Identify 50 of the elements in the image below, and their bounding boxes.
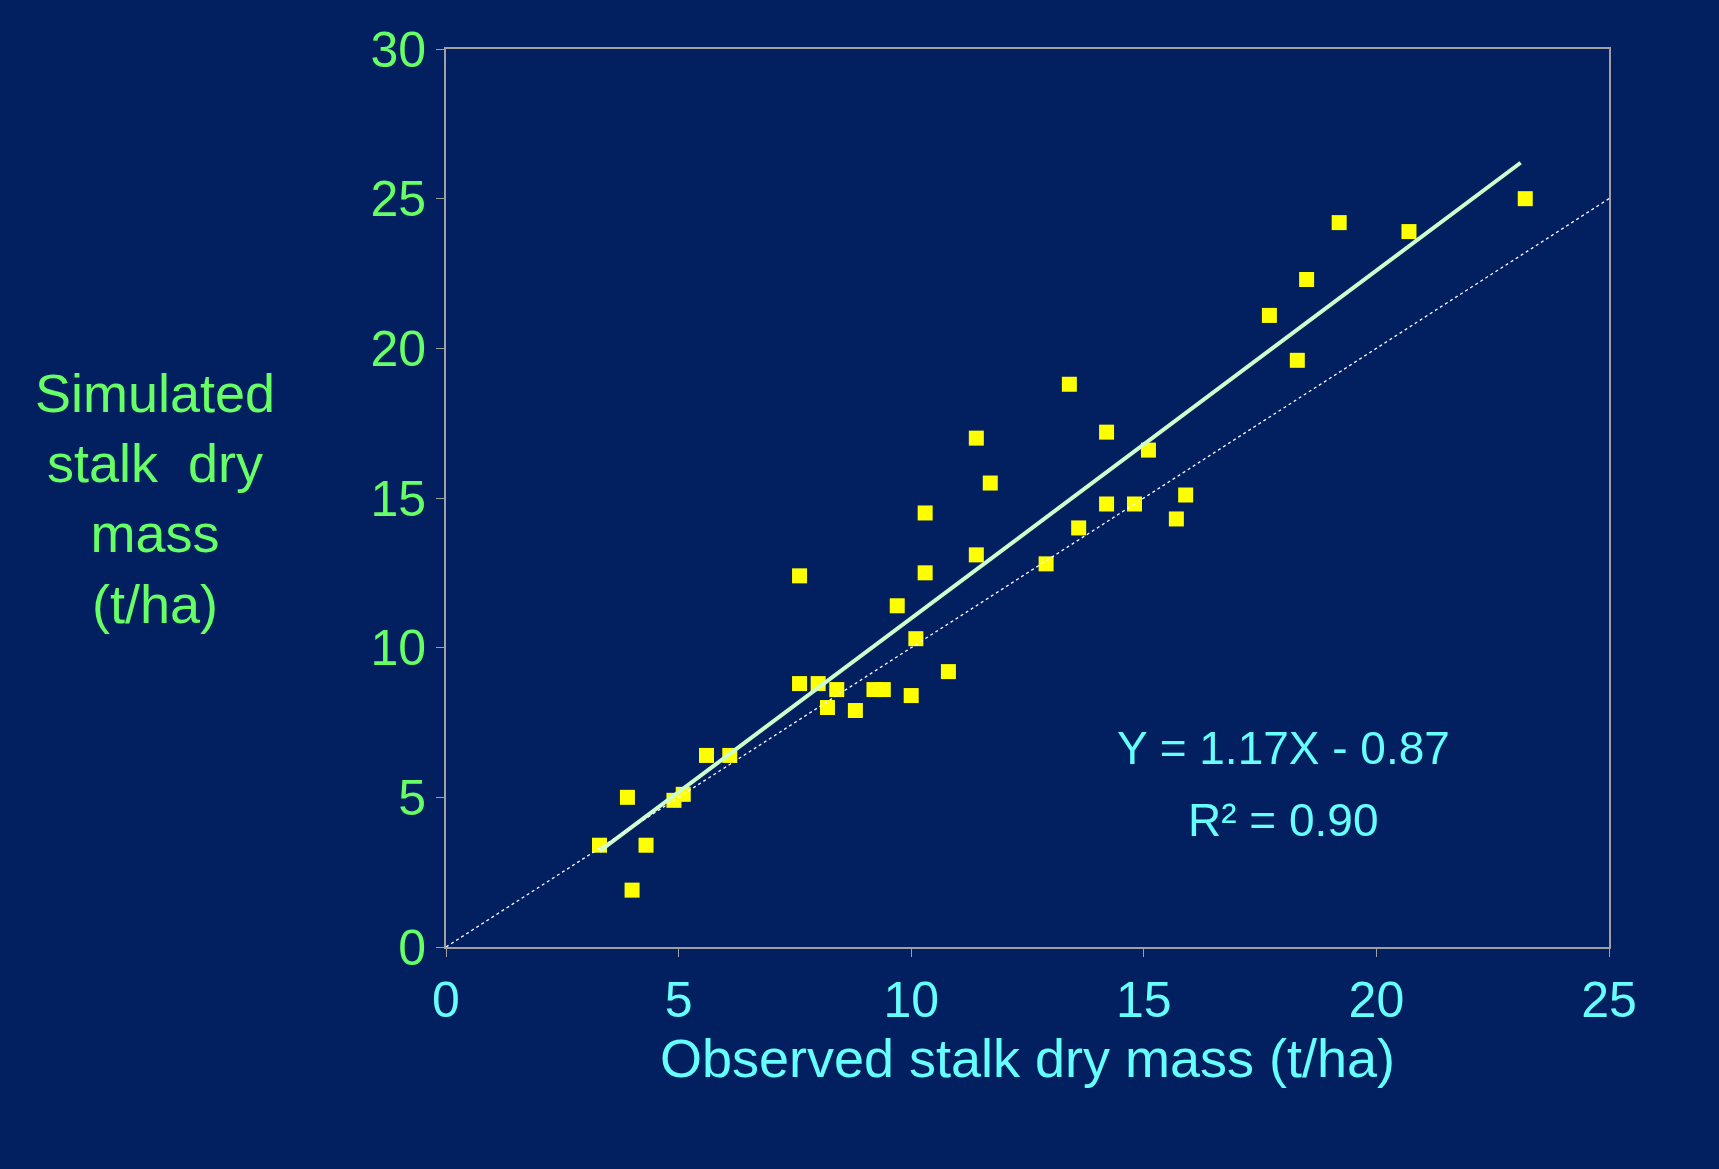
x-tick-label: 0 bbox=[432, 972, 460, 1028]
x-tick-label: 25 bbox=[1581, 972, 1637, 1028]
point bbox=[1261, 307, 1277, 323]
point bbox=[619, 789, 635, 805]
point bbox=[1401, 224, 1417, 240]
point bbox=[1331, 215, 1347, 231]
x-tick-label: 20 bbox=[1348, 972, 1405, 1028]
y-tick-label: 0 bbox=[398, 919, 426, 976]
y-tick-label: 30 bbox=[370, 21, 426, 78]
point bbox=[1178, 487, 1194, 503]
point bbox=[1517, 191, 1533, 207]
x-tick-label: 10 bbox=[883, 972, 940, 1028]
point bbox=[1299, 271, 1315, 287]
point bbox=[968, 547, 984, 563]
x-tick-label: 15 bbox=[1115, 972, 1172, 1028]
x-axis-title: Observed stalk dry mass (t/ha) bbox=[659, 1028, 1396, 1088]
annotation: R² = 0.90 bbox=[1188, 794, 1379, 846]
point bbox=[908, 631, 924, 647]
point bbox=[819, 700, 835, 716]
point bbox=[982, 475, 998, 491]
y-tick-label: 10 bbox=[370, 620, 426, 677]
point bbox=[638, 837, 654, 853]
point bbox=[1289, 352, 1305, 368]
point bbox=[1127, 496, 1142, 512]
point bbox=[1061, 376, 1077, 392]
point bbox=[1099, 496, 1115, 512]
y-tick-label: 15 bbox=[370, 470, 426, 527]
point bbox=[903, 688, 919, 704]
point bbox=[875, 682, 891, 698]
point bbox=[829, 682, 845, 698]
point bbox=[1168, 511, 1184, 527]
annotation: Y = 1.17X - 0.87 bbox=[1117, 722, 1450, 774]
point bbox=[792, 676, 808, 692]
point bbox=[792, 568, 808, 584]
point bbox=[1071, 520, 1087, 536]
point bbox=[1038, 556, 1054, 572]
y-tick-label: 20 bbox=[370, 320, 426, 377]
y-tick-label: 5 bbox=[398, 769, 426, 826]
point bbox=[889, 598, 905, 614]
point bbox=[624, 882, 640, 898]
point bbox=[968, 430, 984, 446]
point bbox=[940, 664, 956, 680]
point bbox=[917, 505, 933, 521]
y-axis-title: Simulated stalk dry mass (t/ha) bbox=[35, 363, 276, 634]
point bbox=[699, 747, 715, 763]
point bbox=[847, 703, 863, 719]
x-tick-label: 5 bbox=[664, 972, 693, 1028]
point bbox=[917, 565, 933, 581]
point bbox=[1099, 424, 1115, 440]
y-tick-label: 25 bbox=[370, 171, 426, 228]
